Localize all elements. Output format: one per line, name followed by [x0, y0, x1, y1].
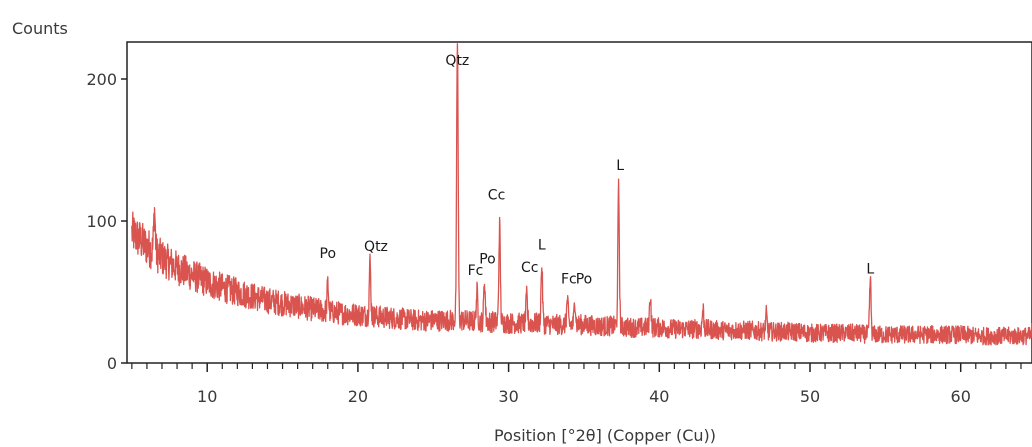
plot-frame — [126, 41, 1032, 364]
peak-label: L — [538, 237, 546, 253]
x-tick-label: 40 — [649, 387, 669, 406]
peak-label: Qtz — [364, 239, 388, 255]
peak-label: Cc — [521, 260, 538, 276]
x-axis-title: Position [°2θ] (Copper (Cu)) — [494, 426, 716, 445]
peak-label: Cc — [488, 188, 505, 204]
y-tick-label: 100 — [86, 212, 117, 231]
peak-label: Po — [576, 271, 593, 287]
peak-label: Fc — [561, 271, 577, 287]
y-axis-title: Counts — [12, 19, 68, 38]
y-ticks: 0 100 200 — [86, 70, 127, 373]
peak-label: L — [616, 158, 624, 174]
spectrum-layer — [131, 43, 1032, 346]
x-ticks: 10 20 30 40 50 60 — [131, 363, 1022, 406]
diffraction-pattern-line — [131, 43, 1032, 346]
y-tick-label: 200 — [86, 70, 117, 89]
peak-label: Fc — [468, 263, 484, 279]
x-tick-label: 60 — [951, 387, 971, 406]
peak-label: L — [866, 262, 874, 278]
peak-label: Po — [320, 246, 337, 262]
x-tick-label: 20 — [348, 387, 368, 406]
x-tick-label: 10 — [197, 387, 217, 406]
x-tick-label: 50 — [800, 387, 820, 406]
y-tick-label: 0 — [107, 354, 117, 373]
peak-label: Po — [479, 252, 496, 268]
peak-label: Qtz — [445, 53, 469, 69]
x-tick-label: 30 — [498, 387, 518, 406]
